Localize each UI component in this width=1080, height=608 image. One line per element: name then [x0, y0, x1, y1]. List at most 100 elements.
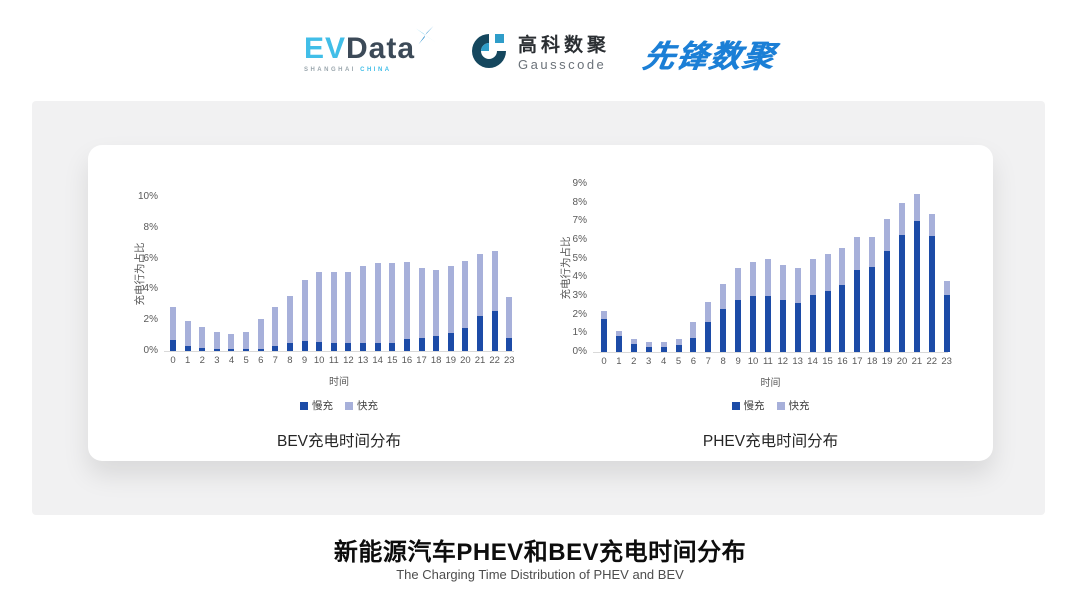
bar-segment-slow — [615, 336, 622, 352]
bar-segment-fast — [477, 253, 484, 316]
x-axis-baseline — [593, 352, 948, 353]
bar-segment-slow — [228, 349, 235, 351]
x-axis-tick-label: 12 — [343, 355, 354, 366]
x-axis-tick-label: 5 — [675, 356, 682, 367]
x-axis-tick-label: 0 — [170, 355, 176, 366]
bar-segment-slow — [477, 315, 484, 351]
bar-segment-fast — [735, 268, 742, 300]
y-axis-tick-label: 7% — [572, 215, 587, 227]
slow-charge-swatch-icon — [731, 401, 740, 410]
x-axis-tick-label: 3 — [214, 355, 220, 366]
x-axis-tick-label: 19 — [881, 356, 893, 367]
bar-segment-slow — [854, 269, 861, 352]
evdata-logo: EVData SHANGHAI CHINA — [303, 25, 436, 73]
x-axis-tick-label: 5 — [243, 355, 249, 366]
bar-segment-slow — [720, 309, 727, 352]
bar-segment-slow — [345, 343, 352, 351]
x-axis-tick-label: 21 — [474, 355, 486, 366]
phev-legend-fast-label: 快充 — [788, 400, 810, 412]
x-axis-tick-label: 23 — [941, 356, 952, 367]
bar-segment-slow — [506, 337, 513, 351]
bar-segment-slow — [690, 338, 697, 352]
fast-charge-swatch-icon — [345, 401, 353, 410]
x-axis-tick-label: 11 — [328, 355, 339, 366]
bar-segment-slow — [928, 236, 935, 352]
x-axis-tick-label: 9 — [735, 356, 741, 367]
bar-segment-fast — [913, 194, 920, 222]
bar-segment-fast — [928, 213, 935, 237]
x-axis-title: 时间 — [329, 377, 349, 388]
bar-segment-slow — [330, 342, 337, 351]
phev-legend: 慢充 快充 — [593, 398, 948, 413]
bar-segment-fast — [462, 260, 469, 328]
bar-segment-fast — [360, 265, 367, 343]
y-axis-tick-label: 8% — [572, 196, 587, 208]
bar-segment-slow — [316, 341, 323, 351]
bar-segment-slow — [257, 348, 264, 351]
bar-segment-fast — [316, 272, 323, 342]
y-axis-tick-label: 9% — [572, 178, 587, 189]
bar-segment-fast — [506, 297, 513, 338]
bar-segment-slow — [418, 337, 425, 351]
x-axis-tick-label: 2 — [631, 356, 637, 367]
x-axis-tick-label: 22 — [926, 356, 938, 367]
bar-segment-fast — [794, 268, 801, 303]
bev-legend: 慢充 快充 — [164, 398, 514, 413]
bar-segment-slow — [184, 345, 191, 351]
bar-segment-fast — [660, 341, 667, 348]
x-axis-tick-label: 1 — [616, 356, 622, 367]
bar-segment-fast — [345, 271, 352, 344]
bar-segment-slow — [462, 327, 469, 351]
x-axis-tick-label: 22 — [489, 355, 500, 366]
x-axis-tick-label: 7 — [705, 356, 711, 367]
x-axis-tick-label: 12 — [777, 356, 789, 367]
bar-segment-fast — [884, 219, 891, 252]
bar-segment-fast — [764, 258, 771, 296]
gausscode-icon — [469, 31, 509, 76]
x-axis-tick-label: 19 — [445, 355, 457, 366]
bar-segment-fast — [272, 307, 279, 346]
bar-segment-slow — [794, 302, 801, 352]
bar-segment-fast — [720, 283, 727, 310]
evdata-logo-subtext: SHANGHAI CHINA — [304, 67, 392, 73]
bar-segment-fast — [418, 267, 425, 338]
y-axis-tick-label: 2% — [572, 308, 587, 320]
x-axis-tick-label: 4 — [228, 355, 235, 366]
bar-segment-slow — [272, 345, 279, 351]
y-axis-tick-label: 4% — [572, 271, 587, 283]
bar-segment-fast — [301, 280, 308, 341]
bar-segment-fast — [854, 237, 861, 270]
x-axis-tick-label: 9 — [301, 355, 308, 366]
x-axis-tick-label: 0 — [601, 356, 607, 367]
x-axis-tick-label: 11 — [762, 356, 773, 367]
evdata-ev-text: EV — [303, 31, 346, 65]
evdata-data-text: Data — [345, 31, 416, 65]
bar-segment-fast — [199, 327, 206, 348]
x-axis-tick-label: 1 — [184, 355, 191, 366]
phev-legend-fast: 快充 — [776, 398, 810, 413]
bar-segment-fast — [615, 330, 622, 337]
bar-segment-slow — [199, 347, 206, 351]
y-axis-tick-label: 10% — [137, 191, 158, 202]
bar-segment-fast — [403, 262, 410, 340]
gausscode-en-text: Gausscode — [518, 56, 607, 72]
x-axis-tick-label: 4 — [660, 356, 667, 367]
y-axis-tick-label: 0% — [143, 345, 158, 356]
bar-segment-slow — [491, 310, 498, 351]
evdata-logo-text: EVData — [303, 25, 436, 65]
bar-segment-fast — [184, 320, 191, 346]
y-axis-tick-label: 8% — [143, 221, 158, 233]
bar-segment-fast — [809, 258, 816, 296]
bar-segment-fast — [630, 338, 637, 344]
bar-segment-slow — [839, 284, 846, 352]
bar-segment-slow — [403, 339, 410, 351]
x-axis-tick-label: 8 — [720, 356, 726, 367]
x-axis-tick-label: 3 — [646, 356, 652, 367]
bar-segment-slow — [645, 347, 652, 352]
y-axis-tick-label: 2% — [143, 314, 158, 326]
bar-segment-slow — [899, 235, 905, 352]
bar-segment-slow — [869, 267, 876, 352]
y-axis-tick-label: 4% — [143, 283, 158, 295]
bar-segment-fast — [869, 237, 876, 268]
x-axis-tick-label: 14 — [372, 355, 383, 366]
